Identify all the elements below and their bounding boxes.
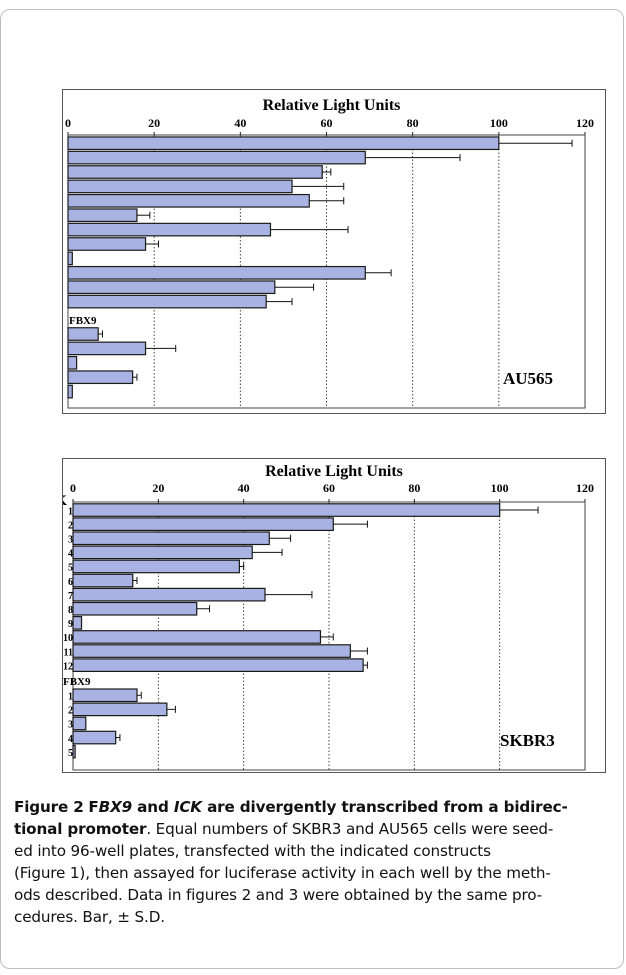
category-label-ick-5: 5 — [68, 563, 73, 574]
bar-fbx9-4 — [72, 730, 117, 745]
chart-panel-skbr3: Relative Light Units020406080100120ICK12… — [62, 458, 606, 773]
x-tick-label: 40 — [234, 116, 246, 130]
bar-fbx9-3 — [67, 355, 78, 370]
x-tick-label: 120 — [576, 116, 594, 130]
chart-title: Relative Light Units — [265, 463, 403, 480]
bar-ick-4 — [72, 545, 253, 560]
caption-title-ick: ICK — [173, 798, 202, 816]
x-tick-label: 40 — [238, 481, 250, 495]
bar-ick-2 — [72, 517, 334, 532]
group-label-ick: ICK — [63, 493, 67, 509]
category-label-ick-1: 1 — [68, 506, 73, 517]
bar-fbx9-1 — [72, 688, 138, 703]
caption-body-line-3: ed into 96-well plates, transfected with… — [14, 842, 491, 860]
caption-body-line-6: cedures. Bar, ± S.D. — [14, 908, 165, 926]
bar-ick-3 — [72, 531, 270, 546]
panel-label-au565: AU565 — [503, 369, 553, 388]
chart-au565: Relative Light Units020406080100120ICK12… — [65, 97, 594, 409]
x-tick-label: 20 — [152, 481, 164, 495]
chart-skbr3: Relative Light Units020406080100120ICK12… — [63, 463, 594, 771]
bar-ick-1 — [72, 503, 501, 517]
category-label-ick-6: 6 — [68, 577, 73, 588]
x-tick-label: 60 — [323, 481, 335, 495]
figure-caption: Figure 2 FBX9 and ICK are divergently tr… — [14, 796, 614, 928]
bar-ick-3 — [67, 165, 323, 179]
bar-ick-9 — [72, 616, 83, 630]
bar-ick-4 — [67, 179, 293, 194]
x-tick-label: 120 — [576, 481, 594, 495]
category-label-fbx9-5: 5 — [68, 748, 73, 759]
panel-label-skbr3: SKBR3 — [500, 731, 555, 750]
category-label-ick-12: 12 — [63, 661, 73, 672]
category-label-ick-4: 4 — [68, 549, 73, 560]
bar-ick-9 — [67, 251, 73, 266]
bar-fbx9-3 — [72, 716, 87, 731]
x-tick-label: 20 — [148, 116, 160, 130]
x-tick-label: 100 — [491, 481, 509, 495]
x-tick-label: 0 — [70, 481, 76, 495]
category-label-fbx9-3: 3 — [68, 720, 73, 731]
caption-figure-label: Figure 2 — [14, 798, 84, 816]
caption-title-rest: are divergently transcribed from a bidir… — [201, 798, 568, 816]
bar-ick-1 — [67, 136, 500, 151]
category-label-ick-2: 2 — [68, 520, 73, 531]
group-label-fbx9: FBX9 — [63, 676, 91, 688]
category-label-ick-3: 3 — [68, 535, 73, 546]
caption-title-end: tional promoter — [14, 820, 147, 838]
bar-ick-6 — [67, 208, 138, 223]
bar-ick-10 — [67, 265, 366, 280]
category-label-ick-10: 10 — [63, 633, 73, 644]
category-label-fbx9-2: 2 — [68, 706, 73, 717]
category-label-ick-11: 11 — [64, 647, 73, 658]
bar-ick-8 — [67, 237, 147, 251]
x-tick-label: 80 — [408, 481, 420, 495]
bar-ick-8 — [72, 601, 198, 616]
bar-ick-11 — [67, 280, 276, 295]
chart-title: Relative Light Units — [263, 97, 401, 114]
category-label-ick-7: 7 — [68, 591, 73, 602]
bar-ick-5 — [72, 559, 240, 574]
bar-ick-5 — [67, 193, 310, 208]
category-label-ick-8: 8 — [68, 605, 73, 616]
caption-title-bx9: BX9 — [98, 798, 133, 816]
bar-fbx9-2 — [72, 702, 168, 717]
category-label-ick-9: 9 — [68, 619, 73, 630]
caption-title-and: and — [132, 798, 174, 816]
x-tick-label: 80 — [407, 116, 419, 130]
bar-fbx9-5 — [67, 384, 73, 399]
bar-ick-2 — [67, 150, 366, 165]
bar-ick-10 — [72, 630, 322, 644]
caption-title-f: F — [88, 798, 99, 816]
x-tick-label: 0 — [65, 116, 71, 130]
bar-ick-12 — [67, 294, 267, 309]
category-label-fbx9-1: 1 — [68, 692, 73, 703]
caption-body-line-2: . Equal numbers of SKBR3 and AU565 cells… — [146, 820, 554, 838]
category-label-fbx9-4: 4 — [68, 734, 73, 745]
bar-fbx9-4 — [67, 370, 134, 385]
bar-fbx9-2 — [67, 341, 147, 356]
x-tick-label: 60 — [321, 116, 333, 130]
caption-body-line-4: (Figure 1), then assayed for luciferase … — [14, 864, 551, 882]
caption-body-line-5: ods described. Data in figures 2 and 3 w… — [14, 886, 542, 904]
bar-fbx9-5 — [72, 744, 76, 759]
bar-ick-7 — [72, 587, 266, 602]
bar-ick-7 — [67, 222, 272, 237]
group-label-fbx9: FBX9 — [69, 315, 97, 327]
bar-fbx9-1 — [67, 327, 99, 341]
bar-ick-11 — [72, 644, 351, 658]
x-tick-label: 100 — [490, 116, 508, 130]
bar-ick-6 — [72, 573, 134, 588]
chart-panel-au565: Relative Light Units020406080100120ICK12… — [62, 89, 606, 414]
bar-ick-12 — [72, 658, 364, 672]
